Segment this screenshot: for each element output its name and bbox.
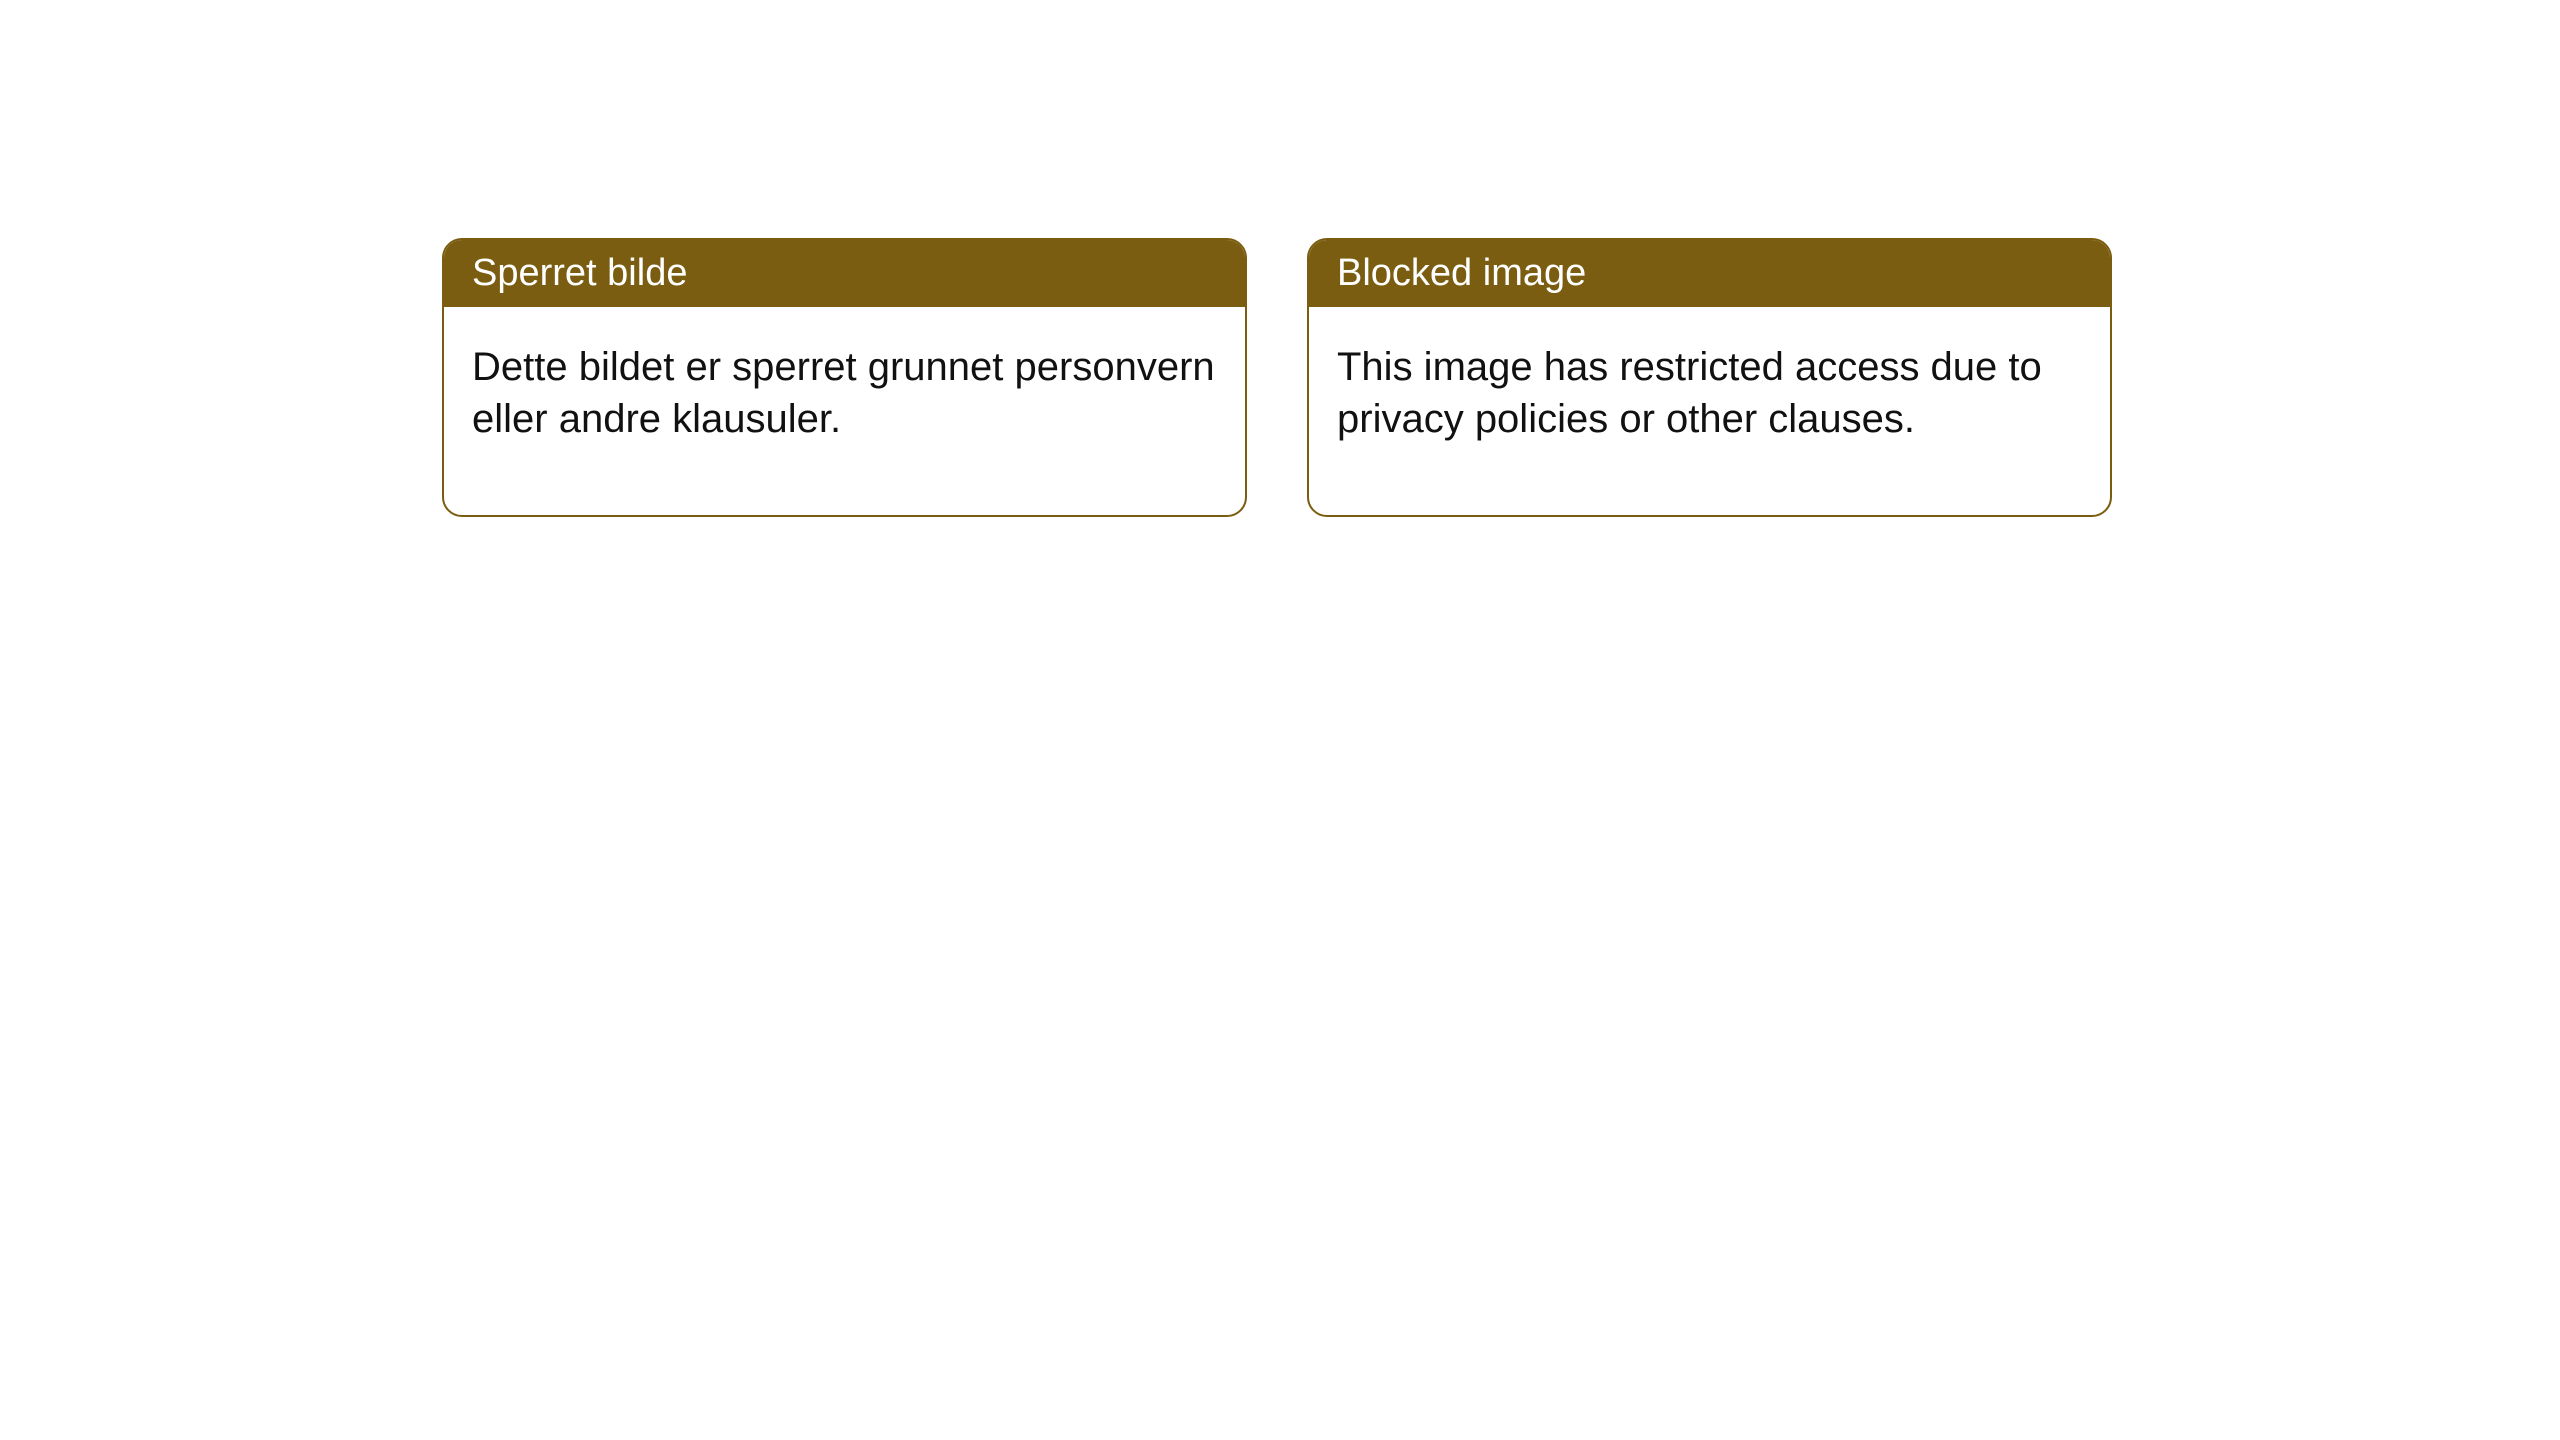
notice-header-english: Blocked image	[1309, 240, 2110, 307]
notice-title: Blocked image	[1337, 252, 1586, 294]
notice-header-norwegian: Sperret bilde	[444, 240, 1245, 307]
notice-text: Dette bildet er sperret grunnet personve…	[472, 345, 1215, 441]
notice-body-norwegian: Dette bildet er sperret grunnet personve…	[444, 307, 1245, 515]
notice-card-english: Blocked image This image has restricted …	[1307, 238, 2112, 517]
notice-body-english: This image has restricted access due to …	[1309, 307, 2110, 515]
notice-text: This image has restricted access due to …	[1337, 345, 2042, 441]
notice-title: Sperret bilde	[472, 252, 687, 294]
notice-card-norwegian: Sperret bilde Dette bildet er sperret gr…	[442, 238, 1247, 517]
notice-container: Sperret bilde Dette bildet er sperret gr…	[442, 238, 2112, 517]
